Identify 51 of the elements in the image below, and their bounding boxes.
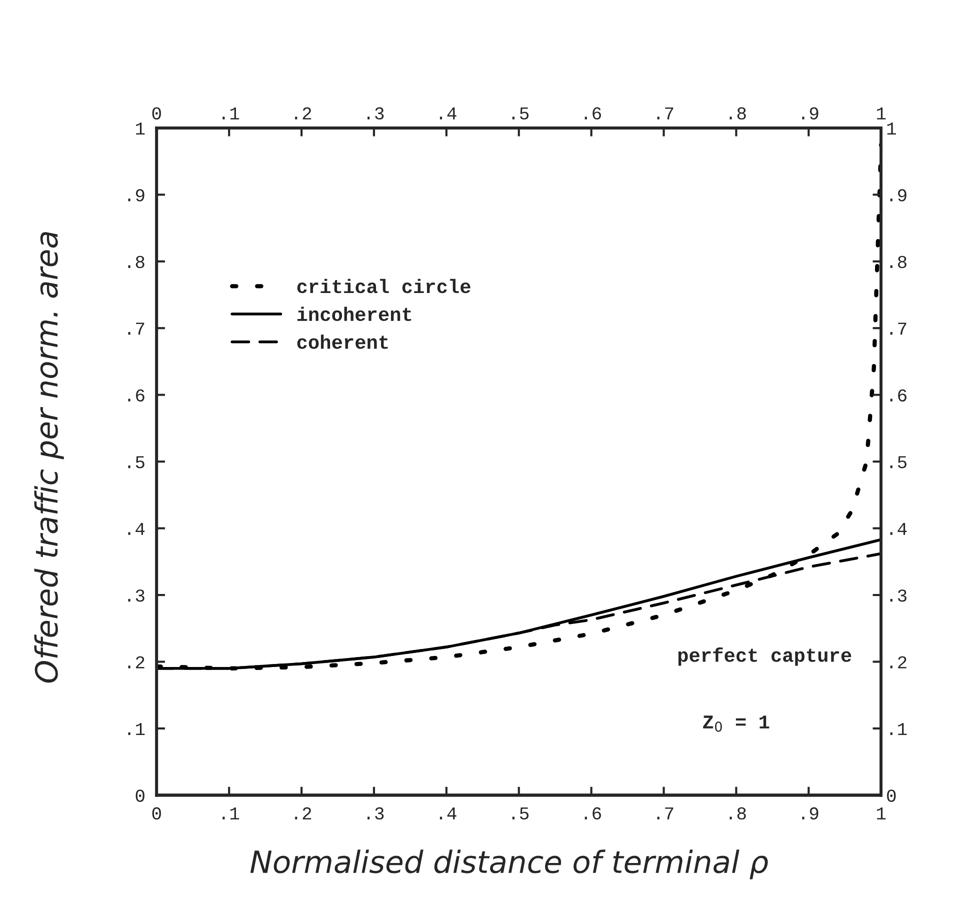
y-tick-label: .8	[128, 256, 144, 268]
legend-label: incoherent	[297, 306, 412, 322]
annotation: Z$_{0}$ = 1	[703, 716, 770, 732]
y-tick-label: .6	[128, 389, 144, 402]
y-tick-label: 1	[136, 122, 145, 134]
y2-tick-label: .5	[890, 456, 906, 468]
y2-tick-label: .2	[890, 656, 906, 668]
y2-tick-label: .6	[890, 389, 906, 402]
x2-tick-label: .3	[368, 807, 384, 820]
y2-tick-label: 0	[887, 790, 896, 802]
x2-tick-label: .2	[295, 807, 312, 820]
y-tick-label: .3	[128, 589, 144, 602]
y-tick-label: .7	[128, 322, 144, 335]
y2-tick-label: .7	[890, 322, 906, 335]
x-tick-label: .3	[368, 107, 384, 120]
x-tick-label: .4	[440, 107, 456, 120]
legend-label: critical circle	[297, 278, 470, 294]
x2-tick-label: 1	[876, 807, 886, 820]
x-tick-label: 0	[152, 107, 161, 120]
x-tick-label: 1	[876, 107, 886, 120]
y-tick-label: .1	[128, 723, 145, 735]
annotation: perfect capture	[678, 647, 852, 666]
x-tick-label: .1	[222, 107, 240, 120]
y-tick-label: .9	[128, 189, 144, 202]
x2-tick-label: .6	[584, 807, 601, 820]
y2-tick-label: .9	[890, 189, 906, 202]
x-axis-title: Normalised distance of terminal ρ	[250, 850, 768, 880]
y-tick-label: .5	[128, 456, 144, 468]
y-axis-title: Offered traffic per norm. area	[34, 232, 64, 683]
x-tick-label: .8	[730, 107, 746, 120]
x2-tick-label: .9	[802, 807, 818, 820]
x2-tick-label: .5	[512, 807, 529, 820]
x2-tick-label: .7	[657, 807, 674, 820]
y2-tick-label: .1	[890, 723, 907, 735]
y2-tick-label: .3	[890, 589, 906, 602]
y2-tick-label: 1	[887, 122, 896, 134]
y2-tick-label: .4	[890, 522, 907, 535]
x-tick-label: .7	[657, 107, 674, 120]
x-tick-label: .6	[584, 107, 601, 120]
x2-tick-label: .1	[222, 807, 240, 820]
y2-tick-label: .8	[890, 256, 906, 268]
x2-tick-label: .4	[440, 807, 456, 820]
x2-tick-label: .8	[730, 807, 746, 820]
y-tick-label: .4	[128, 522, 145, 535]
x-tick-label: .2	[295, 107, 312, 120]
x-tick-label: .5	[512, 107, 529, 120]
x2-tick-label: 0	[152, 807, 161, 820]
legend-label: coherent	[297, 334, 388, 349]
y-tick-label: .2	[128, 656, 144, 668]
x-tick-label: .9	[802, 107, 818, 120]
y-tick-label: 0	[136, 790, 144, 802]
